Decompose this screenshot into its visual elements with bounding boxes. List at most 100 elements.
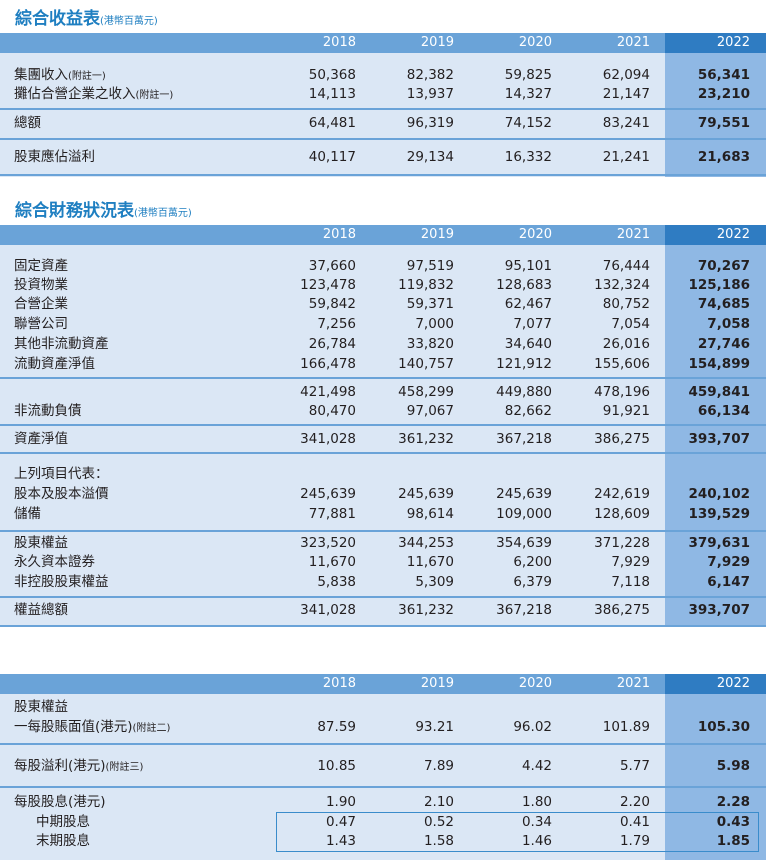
divider bbox=[0, 530, 766, 532]
cell-value: 34,640 bbox=[504, 336, 552, 352]
balance-title-text: 綜合財務狀況表 bbox=[15, 201, 134, 221]
balance-unit: (港幣百萬元) bbox=[134, 208, 192, 219]
cell-value: 80,752 bbox=[602, 296, 650, 312]
cell-value: 386,275 bbox=[594, 602, 650, 618]
cell-value: 11,670 bbox=[308, 554, 356, 570]
cell-value: 77,881 bbox=[308, 506, 356, 522]
row-label: 集團收入(附註一) bbox=[14, 67, 106, 83]
cell-value: 98,614 bbox=[406, 506, 454, 522]
row-label: 非控股股東權益 bbox=[14, 574, 109, 590]
cell-value: 11,670 bbox=[406, 554, 454, 570]
cell-value: 95,101 bbox=[504, 258, 552, 274]
section-caption: 上列項目代表： bbox=[14, 466, 109, 482]
cell-value: 59,842 bbox=[308, 296, 356, 312]
cell-value: 109,000 bbox=[496, 506, 552, 522]
row-label: 攤佔合營企業之收入(附註一) bbox=[14, 86, 174, 102]
cell-value-2022: 240,102 bbox=[688, 486, 751, 502]
cell-value: 371,228 bbox=[594, 535, 650, 551]
cell-value: 7,118 bbox=[611, 574, 650, 590]
divider bbox=[0, 452, 766, 454]
year-header: 2018 bbox=[322, 227, 356, 242]
income-statement-title: 綜合收益表(港幣百萬元) bbox=[15, 4, 158, 29]
cell-value: 323,520 bbox=[300, 535, 356, 551]
cell-value: 119,832 bbox=[398, 277, 454, 293]
income-unit: (港幣百萬元) bbox=[100, 16, 158, 27]
year-header: 2021 bbox=[616, 227, 650, 242]
cell-value: 341,028 bbox=[300, 602, 356, 618]
year-header: 2018 bbox=[322, 35, 356, 50]
cell-value: 361,232 bbox=[398, 602, 454, 618]
cell-value: 361,232 bbox=[398, 431, 454, 447]
divider bbox=[0, 786, 766, 788]
row-label: 其他非流動資產 bbox=[14, 336, 109, 352]
cell-value: 101.89 bbox=[602, 719, 650, 735]
cell-value: 29,134 bbox=[406, 149, 454, 165]
income-title-text: 綜合收益表 bbox=[15, 9, 100, 29]
row-label: 股東應佔溢利 bbox=[14, 149, 95, 165]
cell-value: 7.89 bbox=[423, 758, 454, 774]
cell-value: 14,113 bbox=[308, 86, 356, 102]
divider bbox=[0, 138, 766, 140]
cell-value: 5.77 bbox=[619, 758, 650, 774]
cell-value: 1.43 bbox=[325, 833, 356, 849]
row-label: 儲備 bbox=[14, 506, 41, 522]
row-label: 中期股息 bbox=[36, 814, 90, 830]
divider bbox=[0, 424, 766, 426]
cell-value: 245,639 bbox=[398, 486, 454, 502]
cell-value-2022: 154,899 bbox=[688, 356, 751, 372]
year-header: 2022 bbox=[716, 35, 750, 50]
cell-value-2022: 74,685 bbox=[697, 296, 750, 312]
year-header: 2022 bbox=[716, 227, 750, 242]
cell-value: 96.02 bbox=[513, 719, 552, 735]
cell-value: 26,784 bbox=[308, 336, 356, 352]
header-highlight-2022 bbox=[665, 674, 766, 694]
cell-value-2022: 139,529 bbox=[688, 506, 751, 522]
cell-value: 26,016 bbox=[602, 336, 650, 352]
row-label: 總額 bbox=[14, 115, 41, 131]
cell-value: 83,241 bbox=[602, 115, 650, 131]
cell-value: 128,683 bbox=[496, 277, 552, 293]
divider bbox=[0, 625, 766, 627]
cell-value: 354,639 bbox=[496, 535, 552, 551]
divider bbox=[0, 174, 766, 176]
divider bbox=[0, 743, 766, 745]
cell-value: 62,094 bbox=[602, 67, 650, 83]
cell-value: 64,481 bbox=[308, 115, 356, 131]
row-label: 非流動負債 bbox=[14, 403, 82, 419]
row-label: 固定資產 bbox=[14, 258, 68, 274]
cell-value-2022: 7,929 bbox=[707, 554, 750, 570]
cell-value: 97,519 bbox=[406, 258, 454, 274]
cell-value: 62,467 bbox=[504, 296, 552, 312]
cell-value: 7,077 bbox=[513, 316, 552, 332]
year-header: 2019 bbox=[420, 676, 454, 691]
subtotal-value: 458,299 bbox=[398, 384, 454, 400]
income-body-shade bbox=[0, 53, 766, 177]
year-header: 2018 bbox=[322, 676, 356, 691]
cell-value: 7,929 bbox=[611, 554, 650, 570]
cell-value: 0.47 bbox=[325, 814, 356, 830]
cell-value: 13,937 bbox=[406, 86, 454, 102]
cell-value: 0.34 bbox=[521, 814, 552, 830]
pershare-body-shade bbox=[0, 694, 766, 860]
cell-value-2022: 23,210 bbox=[697, 86, 750, 102]
cell-value: 166,478 bbox=[300, 356, 356, 372]
year-header: 2021 bbox=[616, 676, 650, 691]
row-label: 股本及股本溢價 bbox=[14, 486, 109, 502]
year-header: 2020 bbox=[518, 227, 552, 242]
cell-value: 96,319 bbox=[406, 115, 454, 131]
cell-value-2022: 5.98 bbox=[716, 758, 750, 774]
dividend-breakdown-box bbox=[276, 812, 666, 852]
pershare-2022-band bbox=[665, 694, 766, 860]
cell-value: 6,200 bbox=[513, 554, 552, 570]
cell-value: 0.52 bbox=[423, 814, 454, 830]
cell-value-2022: 0.43 bbox=[716, 814, 750, 830]
subtotal-value-2022: 459,841 bbox=[688, 384, 751, 400]
cell-value-2022: 1.85 bbox=[716, 833, 750, 849]
cell-value: 7,054 bbox=[611, 316, 650, 332]
cell-value-2022: 79,551 bbox=[697, 115, 750, 131]
cell-value-2022: 393,707 bbox=[688, 431, 751, 447]
cell-value: 2.10 bbox=[423, 794, 454, 810]
cell-value: 2.20 bbox=[619, 794, 650, 810]
income-2022-band bbox=[665, 53, 766, 177]
cell-value: 76,444 bbox=[602, 258, 650, 274]
